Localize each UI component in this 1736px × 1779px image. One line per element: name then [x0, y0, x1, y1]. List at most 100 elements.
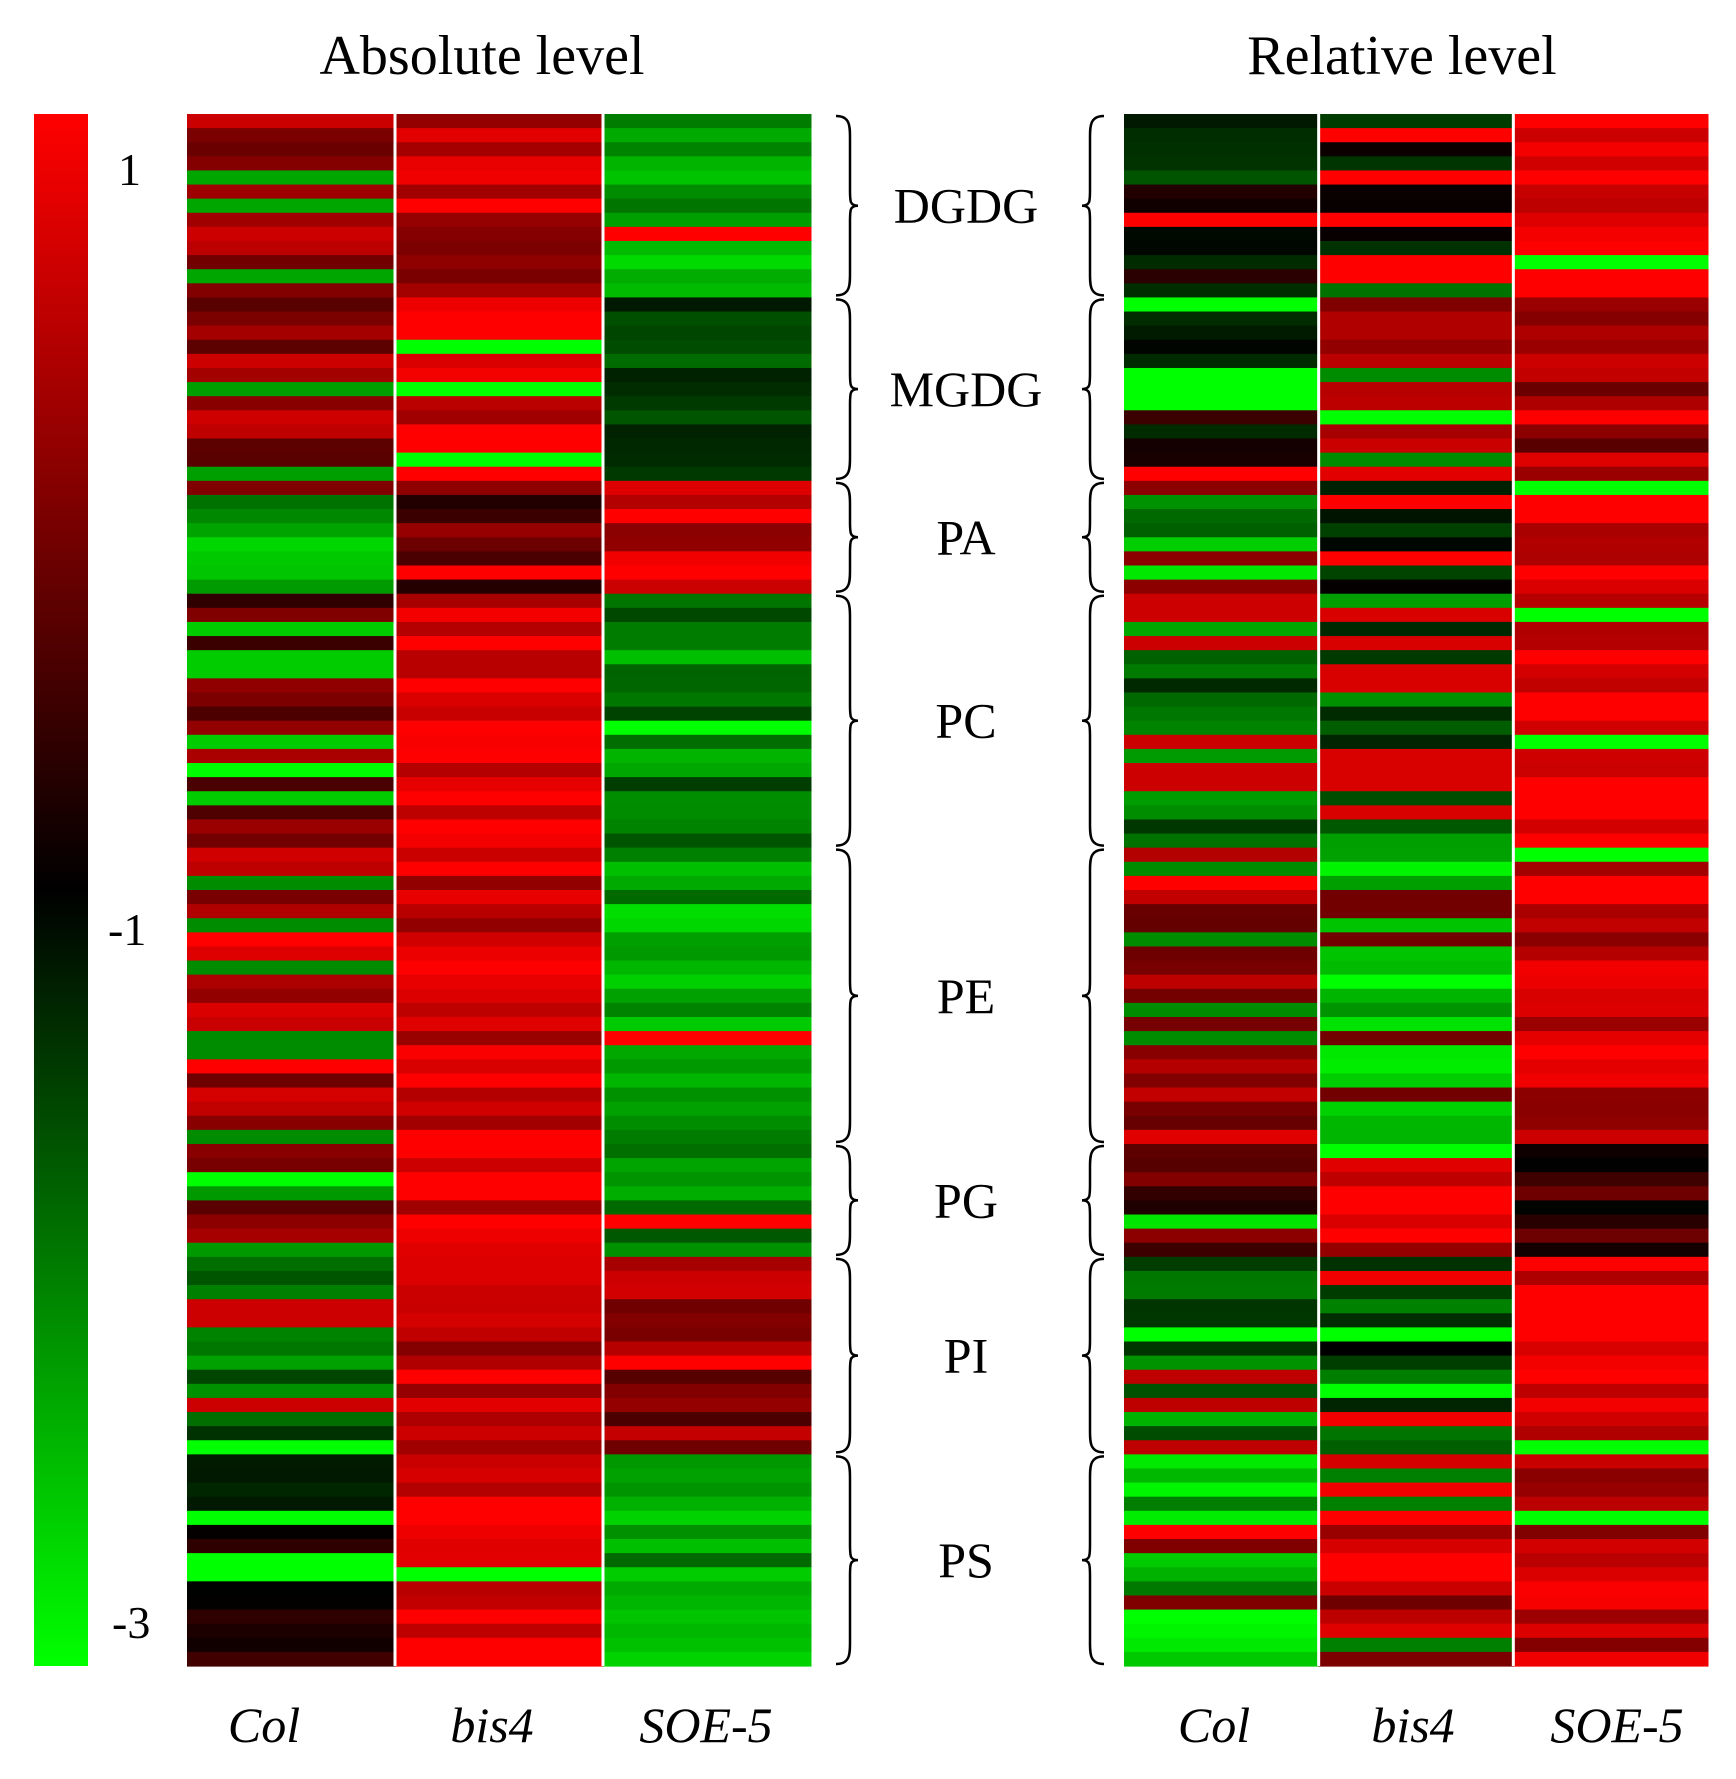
- heatmap-cell: [395, 777, 604, 792]
- heatmap-cell: [395, 1327, 604, 1343]
- heatmap-cell: [1513, 720, 1709, 736]
- heatmap-cell: [603, 311, 812, 327]
- heatmap-cell: [1124, 664, 1320, 679]
- heatmap-cell: [187, 255, 396, 270]
- heatmap-cell: [1124, 1524, 1320, 1540]
- heatmap-cell: [1124, 819, 1320, 835]
- heatmap-cell: [1124, 170, 1320, 186]
- heatmap-cell: [1318, 1397, 1514, 1413]
- heatmap-cell: [395, 1355, 604, 1371]
- heatmap-cell: [1318, 791, 1514, 806]
- heatmap-cell: [187, 269, 396, 284]
- heatmap-cell: [1513, 537, 1709, 552]
- heatmap-cell: [395, 1510, 604, 1526]
- heatmap-cell: [1318, 1355, 1514, 1371]
- heatmap-cell: [187, 1468, 396, 1484]
- heatmap-cell: [1513, 170, 1709, 186]
- heatmap-cell: [1318, 960, 1514, 976]
- heatmap-cell: [603, 1637, 812, 1653]
- heatmap-cell: [395, 1369, 604, 1385]
- heatmap-cell: [1124, 960, 1320, 976]
- heatmap-cell: [1318, 1383, 1514, 1399]
- heatmap-cell: [395, 1129, 604, 1145]
- heatmap-cell: [603, 1369, 812, 1385]
- heatmap-cell: [603, 1539, 812, 1554]
- heatmap-cell: [395, 791, 604, 806]
- heatmap-cell: [603, 424, 812, 440]
- heatmap-cell: [1513, 1637, 1709, 1653]
- heatmap-cell: [1513, 960, 1709, 976]
- heatmap-cell: [1318, 1242, 1514, 1258]
- heatmap-cell: [187, 1031, 396, 1046]
- heatmap-cell: [395, 1468, 604, 1484]
- heatmap-cell: [395, 551, 604, 567]
- heatmap-cell: [603, 382, 812, 397]
- heatmap-cell: [1318, 932, 1514, 948]
- heatmap-cell: [1124, 1637, 1320, 1653]
- heatmap-cell: [1513, 184, 1709, 200]
- heatmap-cell: [603, 1129, 812, 1145]
- heatmap-cell: [1513, 1186, 1709, 1201]
- heatmap-cell: [1124, 565, 1320, 581]
- heatmap-cell: [187, 480, 396, 496]
- heatmap-cell: [1318, 734, 1514, 750]
- heatmap-cell: [395, 565, 604, 581]
- heatmap-cell: [395, 1270, 604, 1286]
- heatmap-cell: [1318, 678, 1514, 694]
- heatmap-cell: [187, 523, 396, 538]
- heatmap-cell: [1124, 382, 1320, 397]
- heatmap-cell: [1513, 452, 1709, 468]
- heatmap-cell: [187, 748, 396, 764]
- heatmap-cell: [1318, 1482, 1514, 1498]
- heatmap-cell: [603, 1327, 812, 1343]
- heatmap-cell: [395, 1073, 604, 1089]
- heatmap-cell: [1513, 1369, 1709, 1385]
- heatmap-cell: [603, 1214, 812, 1230]
- heatmap-cell: [1124, 240, 1320, 256]
- heatmap-cell: [187, 1087, 396, 1103]
- heatmap-cell: [1513, 1045, 1709, 1060]
- heatmap-cell: [1513, 1482, 1709, 1498]
- colorbar-gradient: [34, 114, 88, 1666]
- heatmap-cell: [603, 1581, 812, 1597]
- heatmap-cell: [1318, 142, 1514, 157]
- heatmap-cell: [603, 1073, 812, 1089]
- column-label-rel-col: Col: [1178, 1697, 1250, 1753]
- heatmap-cell: [187, 791, 396, 806]
- heatmap-cell: [1124, 1581, 1320, 1597]
- heatmap-cell: [603, 1496, 812, 1512]
- heatmap-cell: [1318, 424, 1514, 440]
- heatmap-cell: [1318, 1313, 1514, 1328]
- heatmap-cell: [1513, 636, 1709, 651]
- heatmap-cell: [1124, 1468, 1320, 1484]
- heatmap-cell: [395, 311, 604, 327]
- heatmap-cell: [187, 1270, 396, 1286]
- heatmap-cell: [1513, 1397, 1709, 1413]
- heatmap-cell: [1513, 1651, 1709, 1667]
- heatmap-cell: [395, 861, 604, 877]
- heatmap-cell: [1513, 621, 1709, 637]
- heatmap-cell: [603, 791, 812, 806]
- heatmap-cell: [603, 1285, 812, 1300]
- heatmap-cell: [187, 424, 396, 440]
- heatmap-cell: [603, 255, 812, 270]
- heatmap-cell: [1318, 452, 1514, 468]
- heatmap-cell: [1318, 1426, 1514, 1441]
- heatmap-cell: [187, 226, 396, 242]
- heatmap-cell: [1124, 1426, 1320, 1441]
- heatmap-cell: [1318, 396, 1514, 411]
- heatmap-cell: [1318, 170, 1514, 186]
- heatmap-cell: [395, 1637, 604, 1653]
- heatmap-cell: [1124, 1313, 1320, 1328]
- heatmap-cell: [1513, 1581, 1709, 1597]
- heatmap-cell: [1318, 1581, 1514, 1597]
- heatmap-cell: [1124, 1510, 1320, 1526]
- heatmap-cell: [1318, 255, 1514, 270]
- heatmap-cell: [1124, 1623, 1320, 1639]
- heatmap-cell: [603, 579, 812, 595]
- heatmap-cell: [187, 537, 396, 552]
- heatmap-cell: [1513, 1299, 1709, 1314]
- heatmap-cell: [187, 621, 396, 637]
- heatmap-cell: [187, 1553, 396, 1568]
- heatmap-cell: [1513, 1158, 1709, 1173]
